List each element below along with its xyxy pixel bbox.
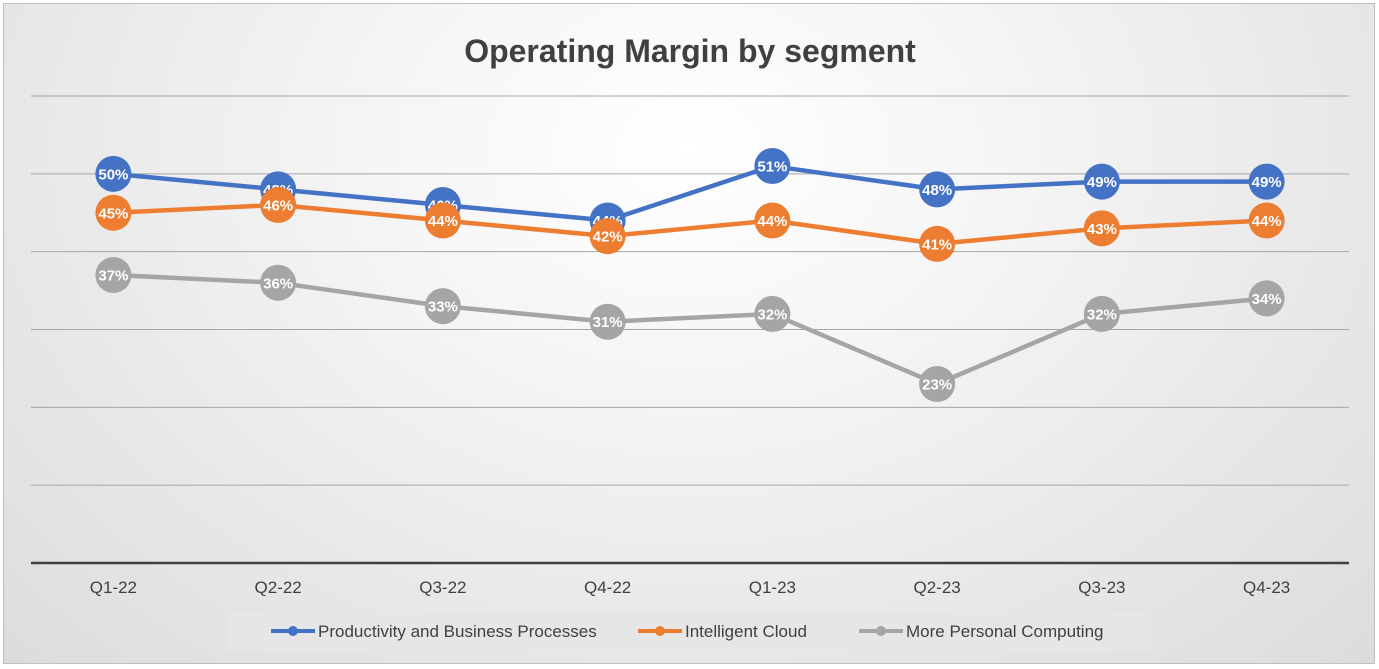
x-tick-label: Q2-22 [255, 578, 302, 597]
data-label: 41% [922, 236, 952, 253]
data-label: 49% [1087, 174, 1117, 191]
data-label: 32% [757, 306, 787, 323]
data-label: 34% [1252, 291, 1282, 308]
data-point [589, 303, 626, 340]
data-point [754, 202, 791, 239]
data-label: 50% [98, 166, 128, 183]
data-point [919, 365, 956, 402]
series-group: 50%48%46%44%51%48%49%49%45%46%44%42%44%4… [95, 148, 1285, 402]
data-point [260, 186, 297, 223]
legend-swatch-marker [655, 626, 665, 636]
data-label: 42% [593, 229, 623, 246]
data-point [95, 194, 132, 231]
chart-area: Operating Margin by segment Q1-22 Q2-22 Q3… [3, 3, 1375, 664]
data-label: 45% [98, 205, 128, 222]
legend-swatch-marker [288, 626, 298, 636]
data-point [260, 264, 297, 301]
data-label: 48% [922, 182, 952, 199]
data-label: 51% [757, 159, 787, 176]
data-point [589, 218, 626, 255]
gridlines [31, 95, 1349, 486]
data-point [1083, 210, 1120, 247]
x-tick-label: Q1-23 [749, 578, 796, 597]
data-label: 46% [263, 197, 293, 214]
data-label: 44% [428, 213, 458, 230]
data-point [424, 202, 461, 239]
data-label: 33% [428, 299, 458, 316]
legend-swatch-marker [876, 626, 886, 636]
data-point [95, 155, 132, 192]
x-tick-label: Q1-22 [90, 578, 137, 597]
x-tick-label: Q3-23 [1078, 578, 1125, 597]
series-line-0 [111, 163, 1269, 223]
data-point [1248, 280, 1285, 317]
data-label: 37% [98, 268, 128, 285]
series-line-2 [111, 272, 1269, 387]
legend: Productivity and Business Processes Intel… [227, 613, 1151, 651]
chart-title: Operating Margin by segment [464, 33, 916, 69]
data-label: 32% [1087, 306, 1117, 323]
legend-entry: Intelligent Cloud [685, 622, 807, 641]
data-label: 49% [1252, 174, 1282, 191]
data-point [1083, 295, 1120, 332]
x-tick-label: Q4-22 [584, 578, 631, 597]
data-label: 44% [757, 213, 787, 230]
data-point [754, 295, 791, 332]
x-axis: Q1-22 Q2-22 Q3-22 Q4-22 Q1-23 Q2-23 Q3-23 Q4-23 [31, 561, 1349, 597]
data-point [95, 257, 132, 294]
line-chart: Operating Margin by segment Q1-22 Q2-22 Q3… [31, 33, 1349, 651]
data-label: 44% [1252, 213, 1282, 230]
data-label: 23% [922, 376, 952, 393]
legend-box [227, 613, 1151, 651]
data-point [919, 171, 956, 208]
legend-entry: More Personal Computing [906, 622, 1103, 641]
legend-entry: Productivity and Business Processes [318, 622, 597, 641]
data-point [919, 225, 956, 262]
data-point [1248, 202, 1285, 239]
data-label: 43% [1087, 221, 1117, 238]
data-point [754, 148, 791, 185]
data-point [424, 288, 461, 325]
x-tick-label: Q3-22 [419, 578, 466, 597]
data-label: 31% [593, 314, 623, 331]
x-tick-label: Q4-23 [1243, 578, 1290, 597]
data-point [1083, 163, 1120, 200]
series-line-1 [111, 202, 1269, 247]
data-point [1248, 163, 1285, 200]
data-label: 36% [263, 275, 293, 292]
x-tick-label: Q2-23 [914, 578, 961, 597]
